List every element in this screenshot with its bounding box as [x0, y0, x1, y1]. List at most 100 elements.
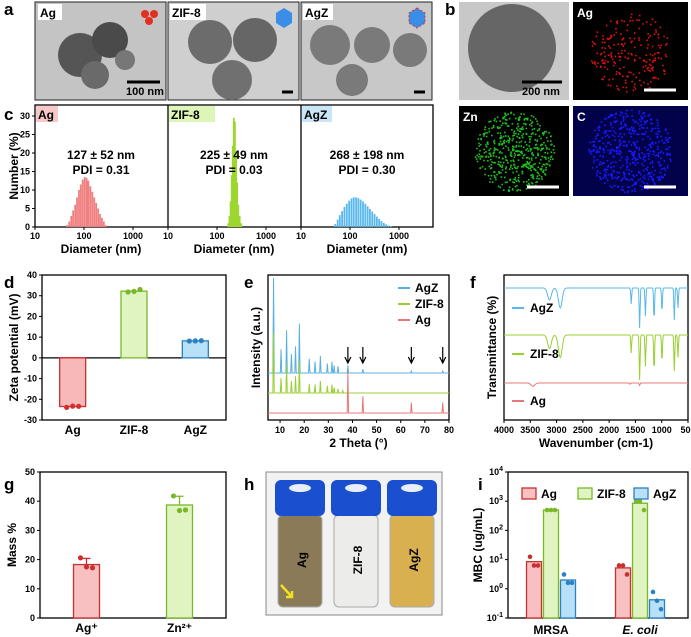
- eds-signal-dot: [595, 35, 598, 38]
- particle: [212, 60, 252, 100]
- eds-signal-dot: [507, 113, 509, 116]
- eds-signal-dot: [606, 159, 609, 162]
- eds-signal-dot: [647, 32, 649, 35]
- eds-signal-dot: [650, 122, 652, 125]
- eds-signal-dot: [607, 166, 609, 168]
- eds-signal-dot: [521, 170, 524, 173]
- eds-signal-dot: [633, 162, 635, 164]
- eds-signal-dot: [591, 62, 594, 64]
- eds-signal-dot: [487, 156, 490, 158]
- eds-signal-dot: [481, 155, 484, 158]
- eds-signal-dot: [654, 127, 657, 130]
- eds-signal-dot: [544, 151, 546, 154]
- eds-signal-dot: [667, 137, 670, 140]
- eds-signal-dot: [667, 148, 669, 150]
- eds-signal-dot: [614, 62, 616, 65]
- eds-signal-dot: [536, 129, 539, 132]
- data-point: [544, 507, 550, 513]
- eds-signal-dot: [478, 145, 481, 147]
- error-bar: [82, 557, 91, 565]
- legend-label: AgZ: [530, 301, 553, 315]
- eds-signal-dot: [609, 149, 612, 152]
- eds-signal-dot: [496, 126, 499, 128]
- eds-signal-dot: [648, 63, 651, 66]
- eds-signal-dot: [599, 146, 601, 148]
- eds-signal-dot: [656, 135, 658, 138]
- y-tick-label: 0: [25, 222, 30, 232]
- eds-signal-dot: [530, 159, 533, 161]
- eds-signal-dot: [535, 156, 537, 159]
- eds-signal-dot: [522, 133, 525, 135]
- eds-signal-dot: [646, 47, 649, 49]
- x-tick-label: 500: [680, 425, 691, 435]
- eds-signal-dot: [666, 37, 669, 39]
- eds-signal-dot: [631, 179, 634, 181]
- eds-signal-dot: [647, 135, 649, 138]
- eds-signal-dot: [498, 127, 500, 129]
- plot-frame-f: [503, 274, 689, 421]
- eds-signal-dot: [641, 117, 643, 120]
- eds-signal-dot: [536, 120, 538, 123]
- eds-signal-dot: [627, 52, 630, 55]
- eds-signal-dot: [625, 143, 628, 146]
- eds-signal-dot: [623, 176, 626, 179]
- eds-signal-dot: [499, 137, 501, 140]
- eds-signal-dot: [645, 61, 648, 64]
- eds-signal-dot: [527, 166, 529, 169]
- eds-signal-dot: [649, 53, 652, 56]
- eds-signal-dot: [654, 57, 656, 60]
- eds-signal-dot: [510, 160, 512, 162]
- eds-signal-dot: [610, 151, 612, 153]
- eds-signal-dot: [530, 169, 532, 172]
- eds-signal-dot: [599, 172, 601, 174]
- eds-signal-dot: [496, 116, 499, 119]
- eds-signal-dot: [651, 141, 654, 143]
- histogram-bar: [338, 215, 341, 227]
- eds-signal-dot: [621, 164, 624, 167]
- data-point: [535, 563, 541, 568]
- y-tick-label: 30: [27, 291, 37, 301]
- eds-signal-dot: [601, 60, 603, 62]
- eds-signal-dot: [528, 162, 530, 165]
- eds-signal-dot: [522, 128, 524, 130]
- eds-signal-dot: [598, 126, 601, 129]
- eds-signal-dot: [545, 146, 548, 149]
- eds-signal-dot: [602, 142, 605, 145]
- eds-signal-dot: [495, 120, 498, 123]
- eds-signal-dot: [618, 128, 621, 131]
- eds-signal-dot: [650, 23, 652, 26]
- x-axis-label: Diameter (nm): [327, 242, 408, 256]
- eds-signal-dot: [509, 166, 512, 168]
- eds-signal-dot: [504, 131, 506, 134]
- eds-signal-dot: [487, 174, 490, 177]
- eds-signal-dot: [599, 147, 602, 150]
- y-tick-label: 10-1: [487, 612, 503, 623]
- eds-signal-dot: [610, 55, 613, 58]
- eds-signal-dot: [539, 158, 542, 161]
- eds-signal-dot: [492, 124, 495, 127]
- eds-signal-dot: [514, 154, 517, 156]
- eds-signal-dot: [598, 129, 600, 131]
- data-point: [637, 498, 643, 504]
- eds-signal-dot: [499, 126, 501, 129]
- eds-signal-dot: [604, 41, 606, 44]
- plot-frame-e: [267, 274, 450, 421]
- eds-signal-dot: [622, 126, 625, 128]
- eds-signal-dot: [647, 43, 649, 46]
- eds-signal-dot: [498, 156, 500, 159]
- eds-signal-dot: [526, 162, 529, 165]
- data-point: [654, 598, 660, 604]
- eds-signal-dot: [657, 145, 659, 148]
- eds-signal-dot: [623, 144, 626, 147]
- eds-signal-dot: [505, 114, 508, 117]
- y-tick-label: 30: [20, 111, 30, 121]
- eds-signal-dot: [660, 168, 663, 171]
- eds-signal-dot: [645, 120, 647, 123]
- eds-signal-dot: [619, 67, 621, 70]
- eds-signal-dot: [647, 153, 649, 155]
- histogram-bar: [229, 201, 232, 227]
- eds-signal-dot: [525, 133, 528, 136]
- eds-signal-dot: [647, 69, 650, 72]
- eds-signal-dot: [489, 147, 492, 150]
- eds-signal-dot: [621, 112, 624, 115]
